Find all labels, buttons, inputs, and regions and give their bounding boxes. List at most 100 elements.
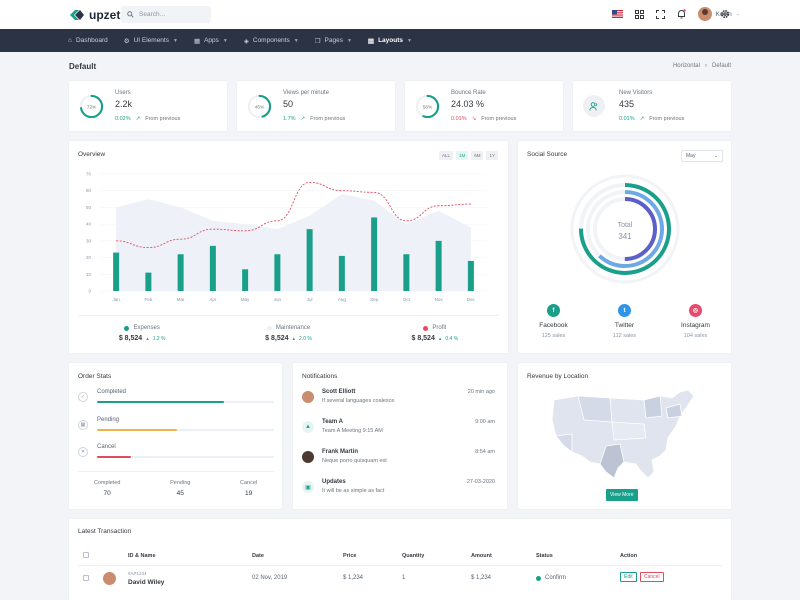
notification-name: Scott Elliott (322, 389, 356, 395)
y-tick-label: 20 (86, 255, 92, 260)
social-facebook[interactable]: f Facebook 125 sales (524, 304, 584, 339)
expense-bar[interactable] (274, 254, 281, 291)
view-more-button[interactable]: View More (606, 489, 638, 501)
fullscreen-icon[interactable] (655, 9, 665, 19)
avatar (302, 451, 314, 463)
search-icon (127, 11, 134, 18)
nav-label: Components (252, 37, 290, 44)
header-action: Action (620, 553, 638, 559)
x-tick-label: Oct (403, 297, 411, 302)
notification-time: 27-03-2020 (466, 479, 495, 485)
nav-ui-elements[interactable]: ⚙ UI Elements ▼ (124, 37, 178, 45)
order-stat-label: Pending (97, 417, 120, 423)
cancel-button[interactable]: Cancel (640, 572, 664, 582)
search-input[interactable]: Search... (121, 6, 211, 23)
transaction-status: Confirm (536, 575, 566, 581)
x-tick-label: Mar (177, 297, 185, 302)
order-stat-label: Cancel (97, 444, 116, 450)
brand-logo[interactable]: upzet (70, 8, 120, 22)
row-checkbox[interactable] (83, 575, 89, 581)
updates-icon: ▣ (302, 481, 314, 493)
nav-components[interactable]: ◈ Components ▼ (244, 37, 299, 45)
notification-name: Frank Martin (322, 449, 359, 455)
edit-button[interactable]: Edit (620, 572, 637, 582)
chevron-down-icon: ▼ (222, 37, 228, 44)
expense-bar[interactable] (371, 217, 378, 291)
stat-title: Bounce Rate (451, 90, 486, 96)
progress-ring: 56% (415, 94, 440, 119)
social-twitter[interactable]: t Twitter 112 sales (595, 304, 655, 339)
breadcrumb-item[interactable]: Horizontal (672, 63, 700, 69)
twitter-icon: t (618, 304, 631, 317)
notification-item[interactable]: ▣ Updates It will be as simple as fact 2… (302, 479, 495, 507)
progress-track (97, 429, 274, 431)
chevron-down-icon: ⌄ (713, 153, 718, 159)
notification-item[interactable]: ▲ Team A Team A Meeting 9:15 AM 9:00 am (302, 419, 495, 447)
range-1m-button[interactable]: 1M (455, 151, 469, 160)
expense-bar[interactable] (467, 260, 474, 291)
header-price: Price (343, 553, 357, 559)
transaction-id: #AP1234 (128, 571, 147, 576)
notification-item[interactable]: Scott Elliott If several languages coale… (302, 389, 495, 417)
header-status: Status (536, 553, 553, 559)
nav-layouts[interactable]: ▤ Layouts ▼ (368, 37, 412, 45)
pages-icon: ❐ (314, 37, 321, 45)
header-id-name: ID & Name (128, 553, 156, 559)
expense-bar[interactable] (113, 252, 120, 291)
user-menu[interactable]: Kevin ⌄ (697, 7, 740, 21)
expense-bar[interactable] (306, 229, 313, 291)
select-all-checkbox[interactable] (83, 552, 89, 558)
y-tick-label: 70 (86, 172, 92, 177)
apps-grid-icon[interactable] (634, 9, 644, 19)
notification-item[interactable]: Frank Martin Neque porro quisquam est 8:… (302, 449, 495, 477)
total-completed: Completed 70 (94, 480, 121, 497)
arrow-up-icon: ↗ (135, 116, 141, 122)
social-instagram[interactable]: ◎ Instagram 104 sales (666, 304, 726, 339)
notification-message: If several languages coalesce (322, 398, 395, 404)
expense-bar[interactable] (145, 272, 152, 291)
expense-bar[interactable] (177, 254, 184, 291)
ring-label: 45% (255, 104, 265, 110)
expense-bar[interactable] (435, 240, 442, 291)
nav-dashboard[interactable]: ⌂ Dashboard (68, 37, 108, 44)
nav-label: Apps (204, 37, 219, 44)
legend-value: $ 8,524 (411, 335, 435, 342)
expense-bar[interactable] (209, 245, 216, 291)
us-flag-icon[interactable] (611, 10, 623, 18)
progress-ring: 45% (247, 94, 272, 119)
expense-bar[interactable] (242, 269, 249, 291)
stat-note: From previous (310, 116, 346, 122)
profit-line (116, 181, 471, 248)
order-stat-pending: ▦ Pending (78, 417, 274, 442)
usa-map[interactable] (548, 386, 698, 482)
breadcrumb-separator-icon: › (704, 63, 707, 69)
nav-pages[interactable]: ❐ Pages ▼ (315, 37, 352, 45)
stat-change: 0.01% (451, 116, 467, 122)
arrow-down-icon: ↘ (471, 116, 477, 122)
range-6m-button[interactable]: 6M (471, 151, 484, 160)
stat-change: 0.02% (115, 116, 131, 122)
stat-card-bounce: 56% Bounce Rate 24.03 % 0.01% ↘ From pre… (405, 81, 563, 131)
ring-arc (586, 190, 664, 268)
top-bar: upzet Search... Kevin ⌄ (0, 0, 800, 29)
stat-change: 1.7% (283, 116, 296, 122)
expense-bar[interactable] (338, 255, 345, 291)
notification-name: Team A (322, 419, 344, 425)
range-1y-button[interactable]: 1Y (486, 151, 498, 160)
expense-bar[interactable] (403, 254, 410, 291)
y-tick-label: 30 (86, 238, 92, 243)
avatar (103, 572, 116, 585)
gear-icon[interactable] (720, 9, 730, 19)
social-sales: 125 sales (541, 333, 566, 339)
range-all-button[interactable]: ALL (438, 151, 453, 160)
stat-card-views: 45% Views per minute 50 1.7% ↗ From prev… (237, 81, 395, 131)
bell-icon[interactable] (677, 9, 686, 19)
chevron-down-icon: ▼ (172, 37, 178, 44)
y-tick-label: 10 (86, 272, 92, 277)
x-tick-label: Apr (209, 297, 217, 302)
month-select[interactable]: May ⌄ (681, 150, 723, 162)
notifications-title: Notifications (302, 373, 338, 380)
nav-apps[interactable]: ▦ Apps ▼ (194, 37, 228, 45)
legend-dot (423, 325, 429, 331)
stat-title: New Visitors (619, 90, 653, 96)
